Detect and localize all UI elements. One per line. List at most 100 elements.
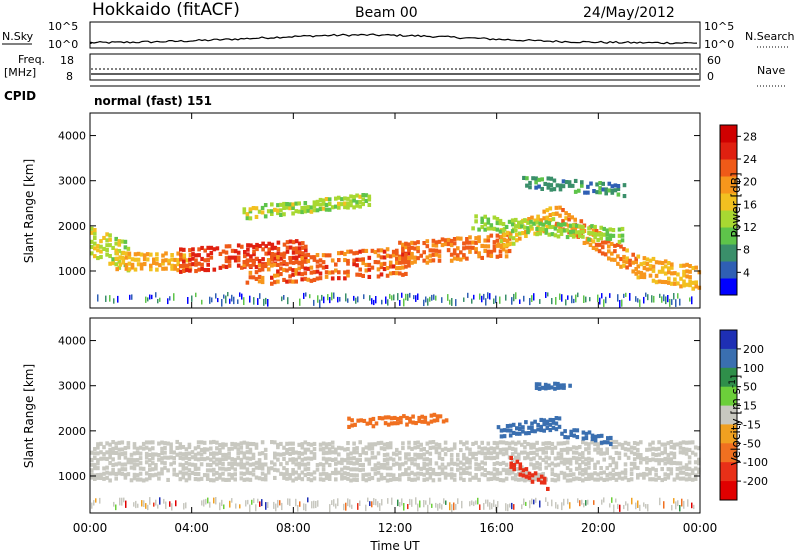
heatmap-cell <box>312 255 317 260</box>
heatmap-cell <box>327 473 332 478</box>
heatmap-cell <box>443 471 448 476</box>
heatmap-cell <box>111 245 115 250</box>
heatmap-cell <box>441 419 446 424</box>
heatmap-cell <box>117 455 122 460</box>
heatmap-cell <box>404 255 408 260</box>
heatmap-cell <box>616 254 620 259</box>
heatmap-cell <box>571 445 576 450</box>
heatmap-cell <box>623 471 628 476</box>
heatmap-cell <box>587 446 591 451</box>
heatmap-cell <box>452 477 457 482</box>
heatmap-cell <box>538 447 542 452</box>
heatmap-cell <box>596 472 600 477</box>
heatmap-cell <box>379 262 384 267</box>
heatmap-cell <box>666 457 671 462</box>
heatmap-cell <box>370 467 375 472</box>
heatmap-cell <box>221 461 225 466</box>
heatmap-cell <box>492 467 497 472</box>
heatmap-cell <box>93 455 97 460</box>
heatmap-cell <box>346 456 350 461</box>
heatmap-cell <box>660 279 665 284</box>
heatmap-cell <box>605 447 609 452</box>
heatmap-cell <box>136 262 141 267</box>
heatmap-cell <box>102 476 106 481</box>
heatmap-cell <box>297 241 302 246</box>
colorbar-tick-label: -50 <box>743 437 761 450</box>
heatmap-cell <box>355 461 359 466</box>
heatmap-cell <box>607 239 611 244</box>
heatmap-cell <box>573 217 577 222</box>
ground-scatter-cell <box>609 503 611 508</box>
heatmap-cell <box>90 457 94 462</box>
heatmap-cell <box>527 471 532 476</box>
heatmap-cell <box>648 258 653 263</box>
ground-scatter-cell <box>635 296 637 302</box>
ground-scatter-cell <box>555 502 557 509</box>
heatmap-cell <box>93 447 97 452</box>
heatmap-cell <box>660 478 664 483</box>
heatmap-cell <box>697 461 701 466</box>
heatmap-cell <box>541 447 545 452</box>
heatmap-cell <box>538 231 542 236</box>
ground-scatter-cell <box>629 293 631 301</box>
heatmap-cell <box>581 440 585 445</box>
heatmap-cell <box>437 254 442 259</box>
heatmap-cell <box>404 252 408 257</box>
heatmap-cell <box>608 227 613 232</box>
heatmap-cell <box>218 472 222 477</box>
heatmap-cell <box>124 266 129 271</box>
heatmap-cell <box>124 251 129 256</box>
heatmap-cell <box>355 446 359 451</box>
heatmap-cell <box>379 272 384 277</box>
heatmap-cell <box>443 440 448 445</box>
heatmap-cell <box>273 273 277 278</box>
heatmap-cell <box>294 470 298 475</box>
heatmap-cell <box>672 442 677 447</box>
heatmap-cell <box>545 426 550 431</box>
heatmap-cell <box>492 446 497 451</box>
heatmap-cell <box>495 461 500 466</box>
heatmap-cell <box>564 211 568 216</box>
freq-tick-bottom: 8 <box>66 70 73 83</box>
ground-scatter-cell <box>145 503 147 509</box>
heatmap-cell <box>191 247 195 252</box>
heatmap-cell <box>562 441 567 446</box>
heatmap-cell <box>604 191 608 196</box>
heatmap-cell <box>270 281 274 286</box>
heatmap-cell <box>370 476 375 481</box>
heatmap-cell <box>270 466 274 471</box>
ground-scatter-cell <box>601 499 603 505</box>
heatmap-cell <box>574 445 579 450</box>
heatmap-cell <box>361 193 365 198</box>
heatmap-cell <box>483 214 487 219</box>
ground-scatter-cell <box>473 294 475 300</box>
heatmap-cell <box>367 202 372 207</box>
heatmap-cell <box>266 261 271 266</box>
heatmap-cell <box>681 440 686 445</box>
heatmap-cell <box>595 182 599 187</box>
heatmap-cell <box>512 467 516 472</box>
heatmap-cell <box>288 260 293 265</box>
heatmap-cell <box>608 236 613 241</box>
heatmap-cell <box>288 447 292 452</box>
heatmap-cell <box>352 456 356 461</box>
heatmap-cell <box>578 462 582 467</box>
heatmap-cell <box>224 467 228 472</box>
heatmap-cell <box>672 477 677 482</box>
heatmap-cell <box>349 461 353 466</box>
ground-scatter-cell <box>671 299 673 305</box>
heatmap-cell <box>352 258 356 263</box>
ground-scatter-cell <box>215 497 217 505</box>
heatmap-cell <box>194 258 198 263</box>
heatmap-cell <box>504 441 509 446</box>
heatmap-cell <box>581 472 585 477</box>
heatmap-cell <box>279 252 284 257</box>
heatmap-cell <box>678 466 683 471</box>
ground-scatter-cell <box>305 292 307 297</box>
ground-scatter-cell <box>93 500 95 506</box>
heatmap-cell <box>90 472 94 477</box>
heatmap-cell <box>578 445 582 450</box>
ground-scatter-cell <box>329 297 331 304</box>
heatmap-cell <box>599 466 603 471</box>
